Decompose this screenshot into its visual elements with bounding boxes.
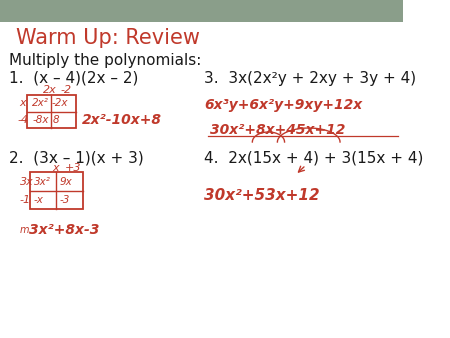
Bar: [30, 172, 83, 209]
Text: -1: -1: [20, 195, 31, 205]
Text: 3x: 3x: [20, 177, 33, 187]
Text: Multiply the polynomials:: Multiply the polynomials:: [9, 52, 201, 68]
Text: x: x: [52, 163, 58, 173]
Text: 30x²+53x+12: 30x²+53x+12: [204, 188, 320, 202]
Text: -2x: -2x: [52, 98, 68, 108]
Text: m: m: [20, 225, 29, 235]
Text: 1.  (x – 4)(2x – 2): 1. (x – 4)(2x – 2): [9, 71, 138, 86]
Text: 30x²+8x+45x+12: 30x²+8x+45x+12: [210, 123, 346, 137]
Text: +3: +3: [64, 163, 81, 173]
Text: 2x²: 2x²: [32, 98, 49, 108]
Text: -x: -x: [34, 195, 44, 205]
Text: -8x: -8x: [32, 115, 49, 125]
Text: Warm Up: Review: Warm Up: Review: [16, 28, 200, 48]
Text: 6x³y+6x²y+9xy+12x: 6x³y+6x²y+9xy+12x: [204, 98, 362, 112]
Text: 3.  3x(2x²y + 2xy + 3y + 4): 3. 3x(2x²y + 2xy + 3y + 4): [204, 71, 416, 86]
Text: -2: -2: [61, 85, 72, 95]
Text: -3: -3: [60, 195, 70, 205]
Text: 3x²+8x-3: 3x²+8x-3: [29, 223, 99, 237]
Text: 8: 8: [53, 115, 59, 125]
Text: 3x²: 3x²: [34, 177, 51, 187]
Text: 2x²-10x+8: 2x²-10x+8: [82, 113, 162, 127]
Bar: [27, 95, 76, 128]
Text: x: x: [20, 98, 26, 108]
Text: 2.  (3x – 1)(x + 3): 2. (3x – 1)(x + 3): [9, 150, 144, 166]
Text: 4.  2x(15x + 4) + 3(15x + 4): 4. 2x(15x + 4) + 3(15x + 4): [204, 150, 423, 166]
Text: 2x: 2x: [43, 85, 57, 95]
Text: 9x: 9x: [60, 177, 73, 187]
Text: -4: -4: [18, 115, 29, 125]
Bar: [0, 0, 403, 22]
